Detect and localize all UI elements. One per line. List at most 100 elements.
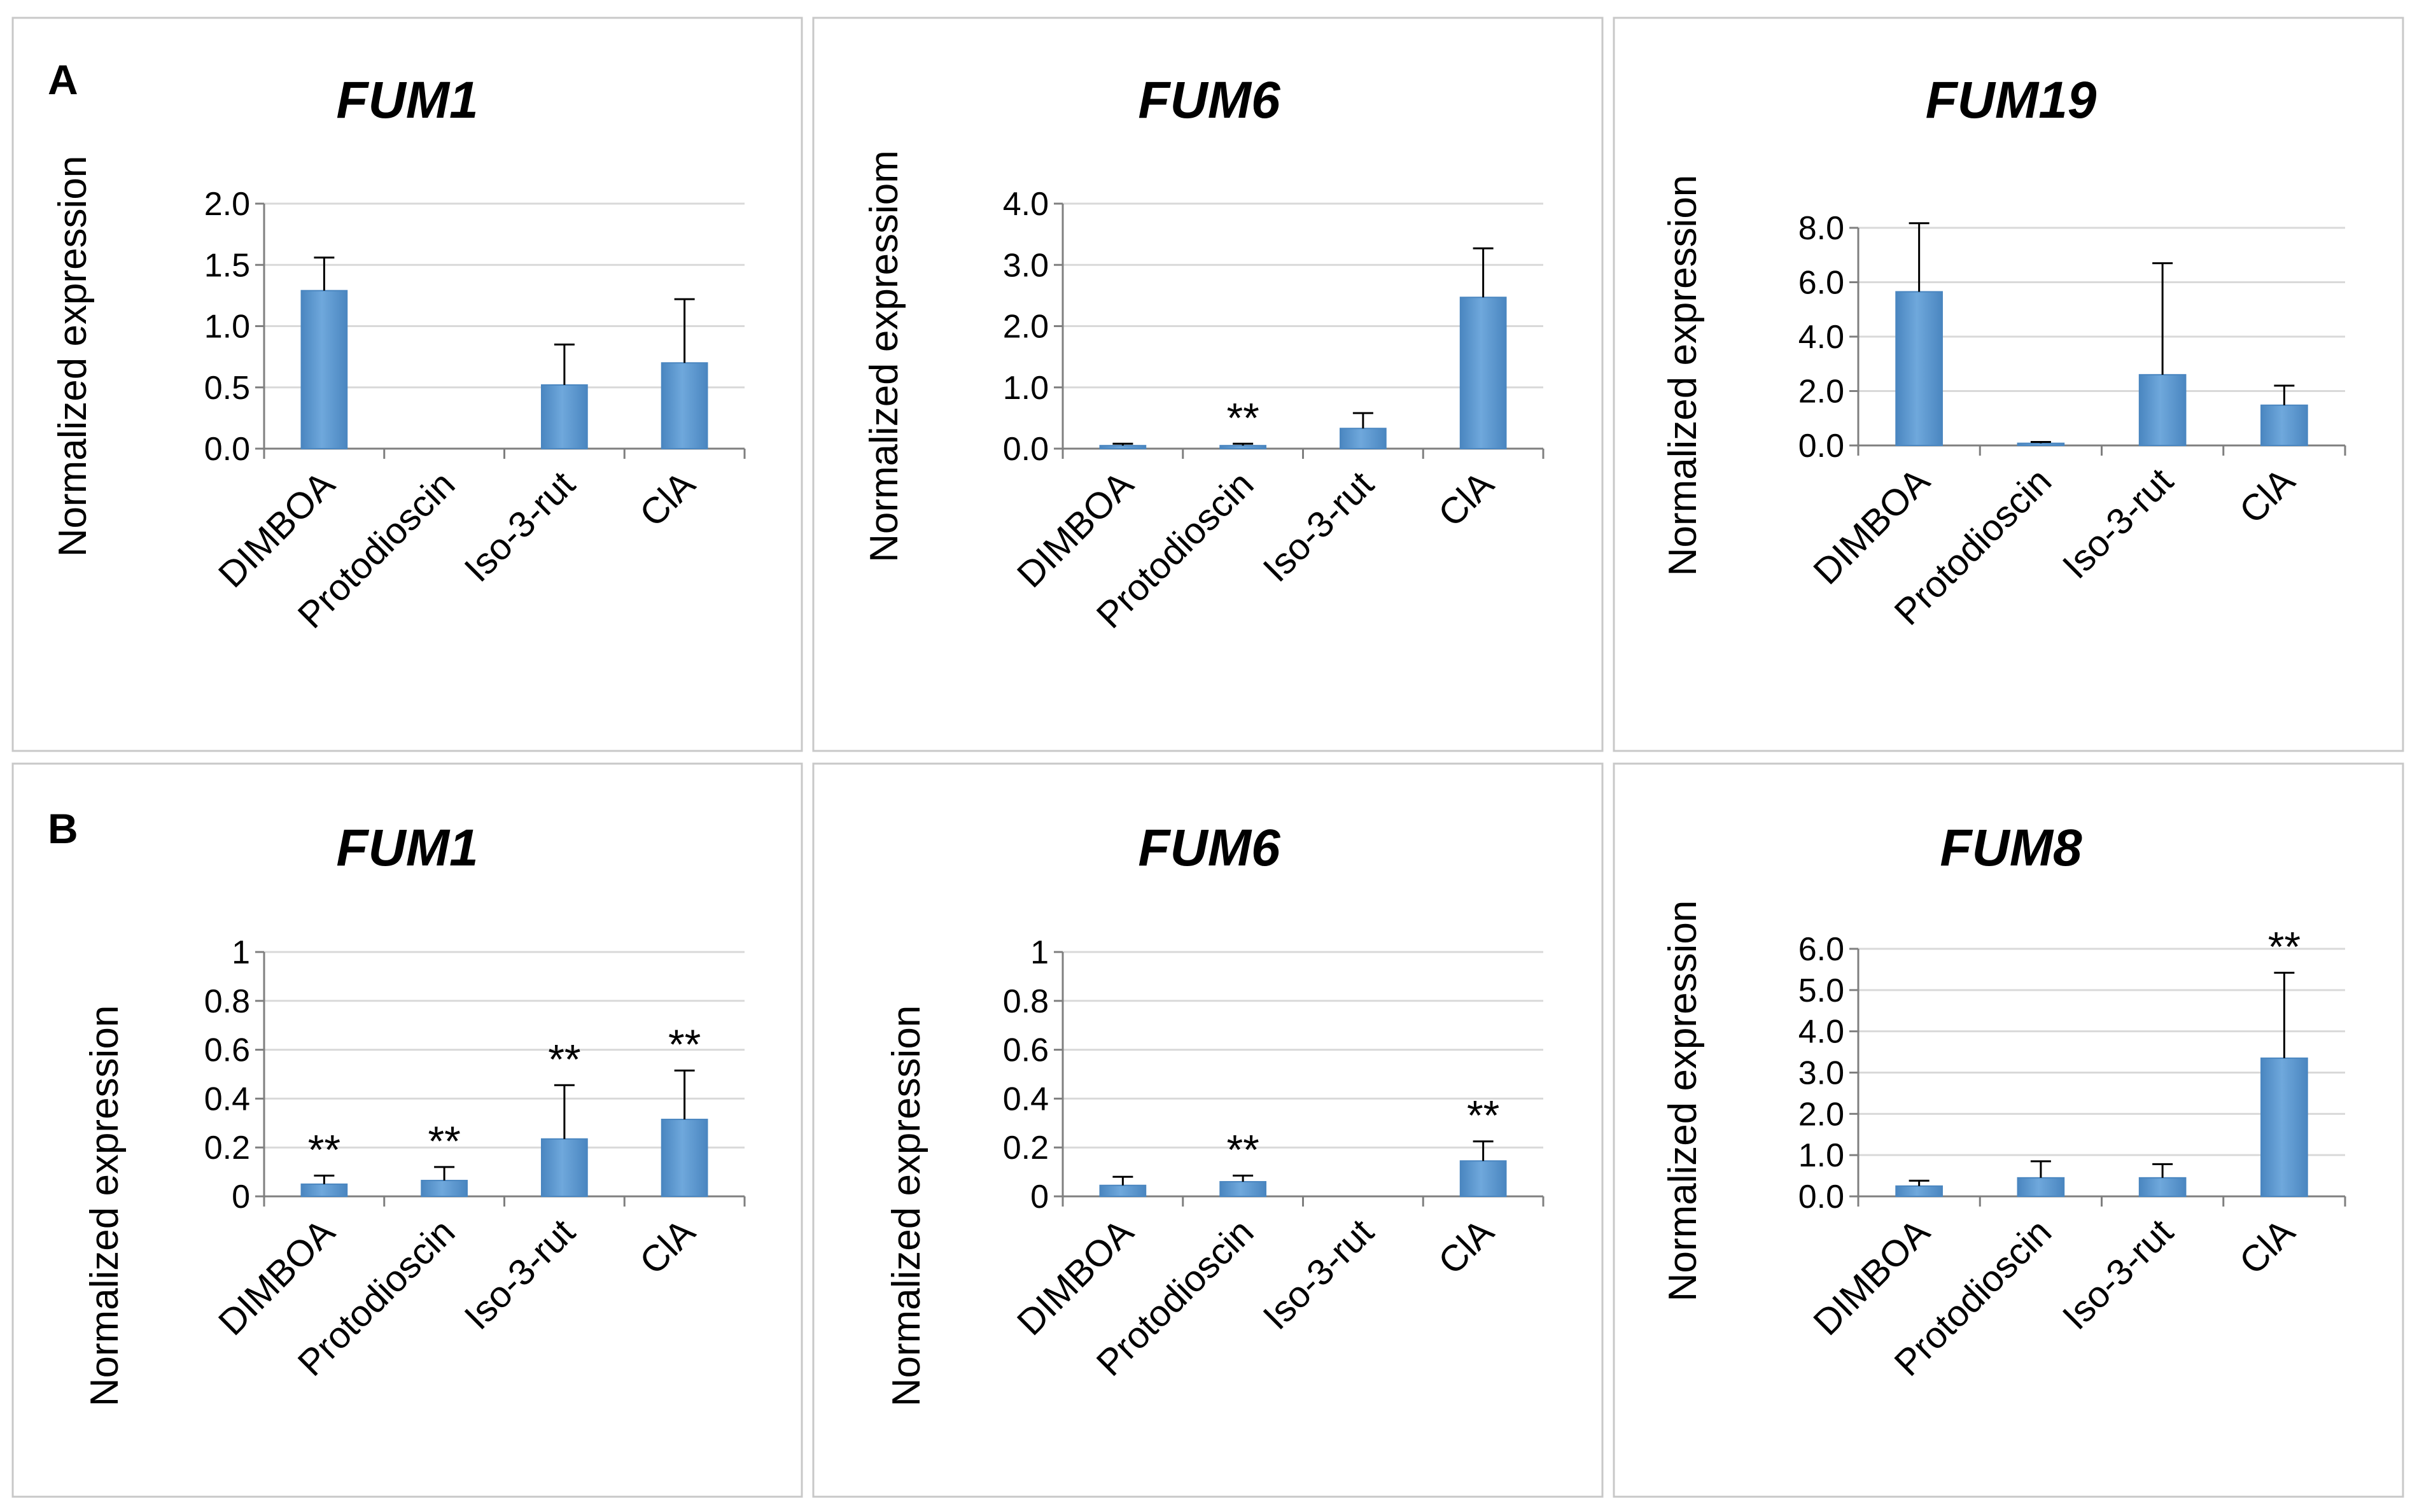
y-tick-label: 1: [232, 934, 250, 971]
significance-marker: **: [428, 1117, 460, 1165]
panels-layer: 0.00.51.01.52.0DIMBOAProtodioscinIso-3-r…: [11, 17, 2404, 1498]
y-tick-label: 3.0: [1003, 247, 1049, 284]
chart-3: 00.20.40.60.81**DIMBOA**Protodioscin**Is…: [11, 762, 803, 1498]
x-tick-label: ClA: [2232, 1211, 2303, 1282]
y-tick-label: 5.0: [1798, 972, 1844, 1009]
y-tick-label: 0.4: [204, 1081, 250, 1117]
bar-cla: [2260, 1057, 2308, 1198]
chart-5: 0.01.02.03.04.05.06.0DIMBOAProtodioscinI…: [1613, 762, 2404, 1498]
panel-border: [1613, 17, 2404, 752]
y-axis-label: Normalized expression: [83, 1005, 127, 1407]
chart-title: FUM1: [336, 819, 478, 877]
significance-marker: **: [1467, 1092, 1499, 1139]
x-tick-label: Iso-3-rut: [1255, 463, 1382, 590]
bar-cla: [1459, 297, 1507, 450]
bar-iso-3-rut: [541, 1138, 588, 1198]
chart-title: FUM19: [1926, 71, 2097, 129]
y-axis-label: Normalized expressiom: [862, 150, 906, 563]
bar-iso-3-rut: [1340, 428, 1387, 449]
panel-border: [812, 17, 1604, 752]
bar-cla: [2260, 404, 2308, 446]
bar-dimboa: [1895, 1185, 1943, 1197]
bar-dimboa: [1099, 1184, 1147, 1197]
y-tick-label: 4.0: [1003, 186, 1049, 223]
x-tick-label: Iso-3-rut: [456, 463, 583, 590]
bar-protodioscin: [2017, 1177, 2065, 1197]
y-tick-label: 1.0: [204, 309, 250, 346]
y-axis-label: Normalized expression: [1661, 175, 1705, 577]
bar-protodioscin: [2017, 442, 2065, 447]
y-tick-label: 0.2: [1003, 1130, 1049, 1166]
y-tick-label: 0.8: [1003, 983, 1049, 1020]
y-tick-label: 6.0: [1798, 931, 1844, 968]
significance-marker: **: [1226, 1126, 1259, 1173]
significance-marker: **: [1226, 394, 1259, 441]
bar-protodioscin: [421, 1180, 468, 1198]
y-tick-label: 4.0: [1798, 1014, 1844, 1051]
y-tick-label: 0.8: [204, 983, 250, 1020]
x-tick-label: Iso-3-rut: [2055, 460, 2182, 587]
bar-protodioscin: [1219, 445, 1266, 449]
bar-dimboa: [1099, 445, 1147, 449]
panel-letter-a: A: [48, 56, 78, 103]
y-tick-label: 0: [232, 1179, 250, 1215]
bar-cla: [1459, 1160, 1507, 1197]
y-tick-label: 1: [1030, 934, 1049, 971]
panel-border: [11, 17, 803, 752]
panel-border: [1613, 762, 2404, 1498]
x-tick-label: ClA: [1431, 1211, 1502, 1282]
y-tick-label: 6.0: [1798, 265, 1844, 302]
chart-title: FUM1: [336, 71, 478, 129]
x-tick-label: ClA: [2232, 460, 2303, 531]
y-tick-label: 2.0: [1003, 309, 1049, 346]
y-tick-label: 0.6: [1003, 1032, 1049, 1069]
y-tick-label: 0.4: [1003, 1081, 1049, 1117]
x-tick-label: ClA: [1431, 463, 1502, 535]
x-tick-label: Iso-3-rut: [456, 1211, 583, 1338]
chart-4: 00.20.40.60.81DIMBOA**ProtodioscinIso-3-…: [812, 762, 1604, 1498]
significance-marker: **: [308, 1126, 340, 1173]
y-tick-label: 1.0: [1003, 370, 1049, 407]
bar-dimboa: [1895, 291, 1943, 446]
bar-iso-3-rut: [541, 384, 588, 450]
chart-2: 0.02.04.06.08.0DIMBOAProtodioscinIso-3-r…: [1613, 17, 2404, 752]
bar-dimboa: [300, 1183, 348, 1198]
y-tick-label: 0.2: [204, 1130, 250, 1166]
panel-letter-b: B: [48, 805, 78, 852]
y-tick-label: 2.0: [1798, 1096, 1844, 1133]
y-tick-label: 3.0: [1798, 1055, 1844, 1092]
chart-title: FUM6: [1138, 819, 1281, 877]
panel-border: [11, 762, 803, 1498]
y-tick-label: 0.6: [204, 1032, 250, 1069]
y-tick-label: 8.0: [1798, 210, 1844, 247]
significance-marker: **: [548, 1035, 580, 1082]
y-axis-label: Normalized expression: [1661, 900, 1705, 1302]
y-tick-label: 0.0: [1798, 1179, 1844, 1215]
chart-title: FUM8: [1940, 819, 2082, 877]
x-tick-label: ClA: [632, 1211, 703, 1282]
y-tick-label: 0.5: [204, 370, 250, 407]
bar-cla: [661, 1119, 708, 1198]
bar-iso-3-rut: [2138, 374, 2187, 446]
bar-protodioscin: [1219, 1180, 1266, 1197]
chart-1: 0.01.02.03.04.0DIMBOA**ProtodioscinIso-3…: [812, 17, 1604, 752]
bar-cla: [661, 362, 708, 449]
significance-marker: **: [2268, 923, 2301, 970]
y-tick-label: 2.0: [1798, 374, 1844, 410]
bar-dimboa: [300, 290, 348, 449]
y-tick-label: 0.0: [204, 431, 250, 468]
y-tick-label: 0: [1030, 1179, 1049, 1215]
y-tick-label: 0.0: [1003, 431, 1049, 468]
y-tick-label: 2.0: [204, 186, 250, 223]
x-tick-label: Iso-3-rut: [2055, 1211, 2182, 1338]
y-tick-label: 1.0: [1798, 1137, 1844, 1174]
y-axis-label: Normalized expression: [51, 156, 95, 557]
y-tick-label: 1.5: [204, 247, 250, 284]
significance-marker: **: [668, 1021, 701, 1068]
x-tick-label: Iso-3-rut: [1255, 1211, 1382, 1338]
y-tick-label: 0.0: [1798, 428, 1844, 465]
y-tick-label: 4.0: [1798, 319, 1844, 356]
chart-0: 0.00.51.01.52.0DIMBOAProtodioscinIso-3-r…: [11, 17, 803, 752]
y-axis-label: Normalized expression: [885, 1005, 928, 1407]
